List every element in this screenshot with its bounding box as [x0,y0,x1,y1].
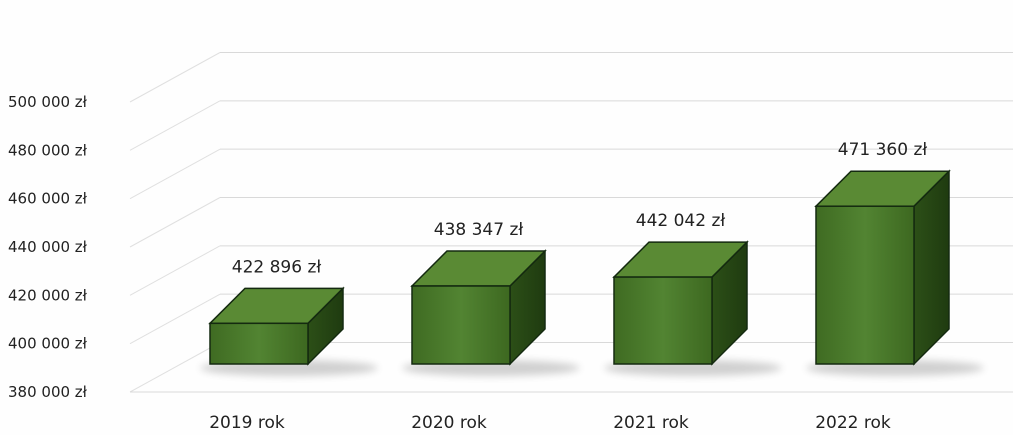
gridline-depth [129,148,221,200]
y-tick-label: 440 000 zł [8,238,88,256]
bar [604,240,782,376]
y-tick-label: 400 000 zł [8,335,88,353]
gridline-depth [129,100,221,151]
bars: 422 896 zł 438 347 zł 442 042 zł 471 360 zł [200,140,984,376]
x-tick-label: 2019 rok [209,413,285,433]
y-tick-label: 420 000 zł [8,286,88,304]
bar [200,286,378,376]
data-label: 422 896 zł [232,257,322,277]
data-label: 442 042 zł [636,211,726,231]
bar [806,169,984,376]
y-tick-label: 480 000 zł [8,141,88,159]
gridline-depth [129,293,221,345]
x-tick-label: 2020 rok [411,413,487,433]
bar-front [613,276,713,365]
gridline-depth [129,52,221,103]
y-tick-label: 380 000 zł [8,383,88,401]
gridlines [129,52,1013,393]
y-tick-label: 460 000 zł [8,190,88,208]
y-axis: 380 000 zł 400 000 zł 420 000 zł 440 000 zł… [8,93,88,401]
gridline-depth [129,197,221,248]
bar-front [411,285,511,365]
x-tick-label: 2021 rok [613,413,689,433]
x-axis: 2019 rok 2020 rok 2021 rok 2022 rok [209,413,891,433]
gridline-depth [129,342,221,393]
y-tick-label: 500 000 zł [8,93,88,111]
bar-front [815,205,915,365]
x-tick-label: 2022 rok [815,413,891,433]
data-label: 471 360 zł [838,140,928,160]
bar-front [209,322,309,365]
gridline-depth [129,245,221,296]
bar [402,249,580,376]
data-label: 438 347 zł [434,220,524,240]
